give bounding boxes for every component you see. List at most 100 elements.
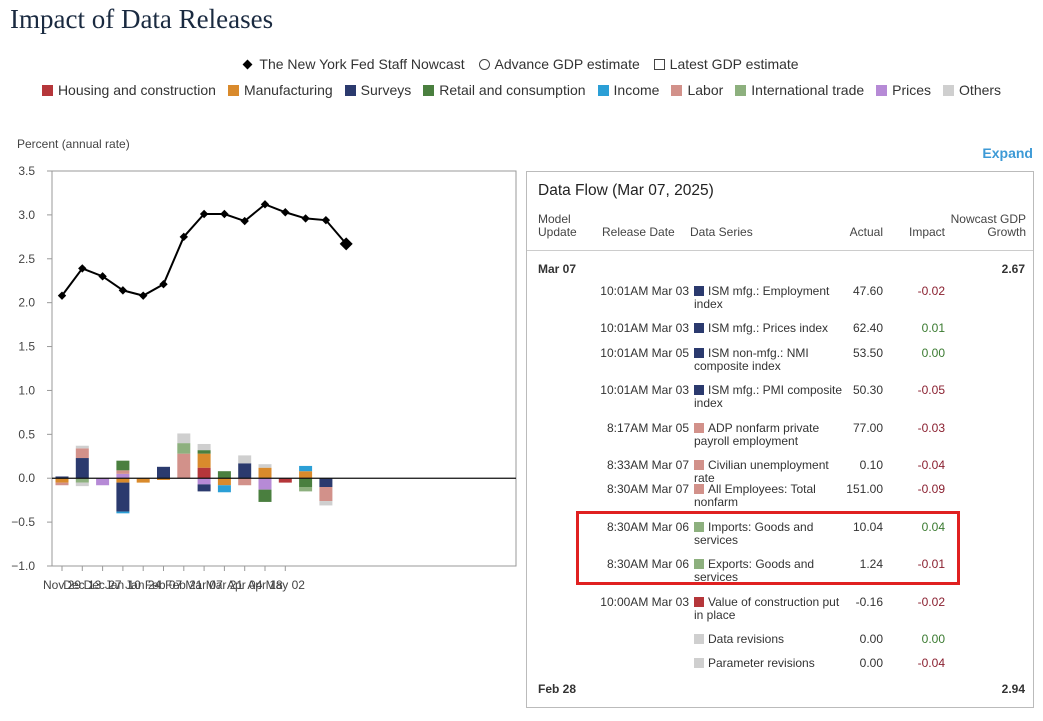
legend-category[interactable]: Surveys (344, 82, 412, 98)
nowcast-point (220, 209, 229, 219)
impact-cell: 0.00 (921, 346, 945, 360)
contribution-bar (197, 484, 211, 492)
contribution-bar (217, 485, 231, 493)
actual-cell: 0.10 (859, 458, 883, 472)
contribution-bar (136, 478, 150, 483)
release-date-cell: 10:00AM Mar 03 (600, 595, 689, 609)
contribution-bar (116, 482, 130, 512)
legend-category[interactable]: Income (597, 82, 660, 98)
legend-category-label: Income (613, 82, 660, 98)
legend-category[interactable]: Labor (671, 82, 723, 98)
data-flow-panel: Data Flow (Mar 07, 2025) Model Update Re… (526, 171, 1034, 708)
series-name: ISM mfg.: Employment index (694, 284, 830, 311)
expand-link[interactable]: Expand (982, 145, 1033, 161)
nowcast-value-feb28: 2.94 (1001, 682, 1025, 696)
nowcast-point (139, 291, 148, 300)
series-cell: ISM mfg.: PMI composite index (694, 384, 846, 410)
contribution-bar (299, 487, 313, 492)
category-swatch-icon (694, 634, 704, 644)
series-cell: Civilian unemployment rate (694, 459, 846, 485)
contribution-bar (197, 453, 211, 468)
category-swatch-icon (423, 85, 435, 96)
release-date-cell: 8:30AM Mar 06 (606, 520, 689, 534)
contribution-bar (116, 460, 130, 471)
contribution-bar (177, 433, 191, 444)
contribution-bar (197, 443, 211, 451)
contribution-bar (197, 467, 211, 479)
series-cell: Imports: Goods and services (694, 521, 846, 547)
actual-cell: 47.60 (852, 284, 883, 298)
y-tick-label: 3.0 (18, 208, 35, 222)
legend-category[interactable]: Retail and consumption (423, 82, 586, 98)
legend-nowcast[interactable]: The New York Fed Staff Nowcast (242, 56, 465, 72)
release-date-cell: 8:30AM Mar 06 (606, 557, 689, 571)
x-tick-label: Apr 18 (247, 578, 283, 592)
update-date-feb28[interactable]: Feb 28 (538, 682, 577, 696)
impact-cell: 0.01 (921, 321, 945, 335)
series-name: ISM mfg.: Prices index (708, 321, 829, 335)
series-name: Exports: Goods and services (694, 557, 815, 584)
series-name: All Employees: Total nonfarm (694, 482, 816, 509)
y-tick-label: −1.0 (11, 559, 35, 573)
legend-category[interactable]: Others (943, 82, 1001, 98)
category-swatch-icon (694, 423, 704, 433)
category-swatch-icon (671, 85, 683, 96)
actual-cell: 50.30 (852, 383, 883, 397)
legend-advance[interactable]: Advance GDP estimate (478, 56, 640, 72)
header-data-series: Data Series (690, 225, 753, 239)
actual-cell: 0.00 (859, 632, 883, 646)
header-nowcast: Nowcast GDP Growth (950, 212, 1026, 239)
category-swatch-icon (694, 484, 704, 494)
legend-category[interactable]: Housing and construction (41, 82, 216, 98)
nowcast-point (57, 291, 67, 300)
category-swatch-icon (694, 658, 704, 668)
actual-cell: -0.16 (855, 595, 883, 609)
contribution-bar (75, 448, 89, 459)
legend-category[interactable]: Prices (876, 82, 931, 98)
legend-category[interactable]: International trade (735, 82, 864, 98)
header-impact: Impact (908, 225, 945, 239)
contribution-bar (197, 450, 211, 454)
impact-cell: -0.04 (917, 458, 945, 472)
x-tick-label: Feb 07 (145, 578, 183, 592)
legend-category-label: Prices (892, 82, 932, 98)
category-swatch-icon (694, 323, 704, 333)
contribution-bar (258, 467, 272, 479)
actual-cell: 1.24 (859, 557, 883, 571)
release-date-cell: 8:33AM Mar 07 (606, 458, 689, 472)
actual-cell: 151.00 (846, 482, 883, 496)
contribution-bar (258, 489, 272, 502)
legend-category[interactable]: Manufacturing (227, 82, 333, 98)
nowcast-point (260, 200, 270, 209)
category-swatch-icon (694, 460, 704, 470)
update-date-mar07[interactable]: Mar 07 (538, 262, 577, 276)
contribution-bar (116, 473, 130, 479)
series-cell: Value of construction put in place (694, 596, 846, 622)
nowcast-point (301, 214, 310, 223)
page-title: Impact of Data Releases (10, 4, 274, 34)
category-swatch-icon (694, 286, 704, 296)
category-swatch-icon (694, 522, 704, 532)
y-tick-label: 3.5 (18, 164, 35, 178)
category-swatch-icon (694, 559, 704, 569)
nowcast-point (281, 208, 290, 217)
contribution-bar (319, 478, 333, 487)
legend-category-label: Retail and consumption (439, 82, 586, 98)
actual-cell: 0.00 (859, 656, 883, 670)
header-model-update: Model Update (538, 212, 577, 239)
impact-cell: -0.04 (917, 656, 945, 670)
contribution-bar (116, 478, 130, 483)
legend-latest[interactable]: Latest GDP estimate (653, 56, 799, 72)
series-name: Data revisions (708, 632, 785, 646)
y-tick-label: −0.5 (11, 515, 35, 529)
legend-category-label: Surveys (360, 82, 412, 98)
impact-cell: -0.05 (917, 383, 945, 397)
diamond-marker-icon (242, 59, 253, 70)
header-divider (527, 250, 1033, 251)
contribution-bar (238, 463, 252, 479)
contribution-bar (75, 458, 89, 479)
impact-cell: -0.02 (917, 595, 945, 609)
contribution-bar (75, 482, 89, 487)
category-swatch-icon (41, 85, 53, 96)
legend-category-label: Labor (687, 82, 724, 98)
